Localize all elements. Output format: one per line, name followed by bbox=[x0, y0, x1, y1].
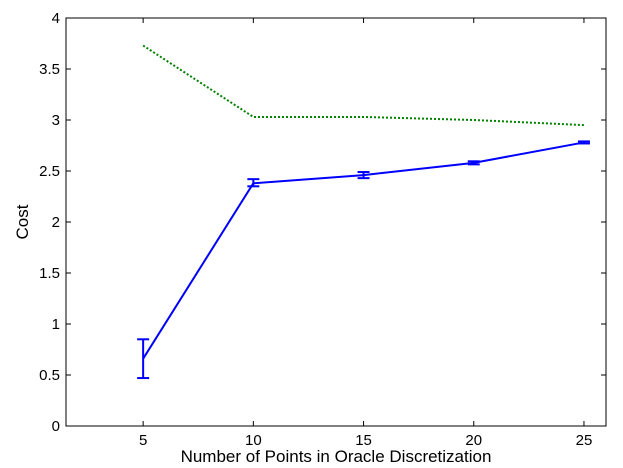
x-tick-label: 10 bbox=[245, 432, 262, 449]
y-tick-label: 4 bbox=[52, 10, 60, 27]
plot-area bbox=[65, 17, 607, 427]
series-line-1 bbox=[142, 44, 585, 127]
y-tick-label: 1 bbox=[52, 316, 60, 333]
y-tick-label: 2.5 bbox=[39, 163, 60, 180]
series-layer bbox=[137, 44, 590, 380]
x-tick-label: 25 bbox=[576, 432, 593, 449]
x-tick-label: 20 bbox=[465, 432, 482, 449]
x-axis-label: Number of Points in Oracle Discretizatio… bbox=[181, 447, 492, 466]
y-tick-label: 0.5 bbox=[39, 367, 60, 384]
x-tick-label: 5 bbox=[139, 432, 147, 449]
y-axis-label: Cost bbox=[13, 204, 32, 239]
y-tick-label: 3.5 bbox=[39, 61, 60, 78]
y-tick-label: 1.5 bbox=[39, 265, 60, 282]
y-tick-label: 0 bbox=[52, 418, 60, 435]
x-tick-label: 15 bbox=[355, 432, 372, 449]
ticks: 5 10 15 20 25 0 0.5 1 1.5 2 2.5 3 3.5 4 bbox=[39, 10, 606, 449]
y-tick-label: 2 bbox=[52, 214, 60, 231]
y-tick-label: 3 bbox=[52, 112, 60, 129]
